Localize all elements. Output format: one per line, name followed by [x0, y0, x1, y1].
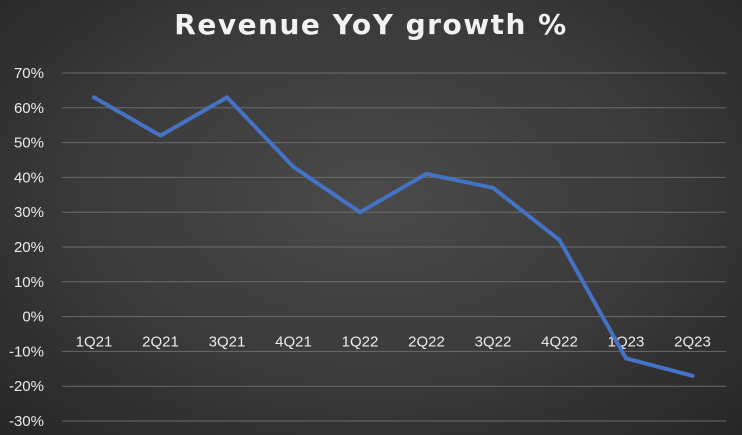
x-tick-label: 1Q22	[342, 334, 379, 351]
y-tick-label: -20%	[9, 378, 44, 395]
data-point	[358, 210, 362, 215]
data-point	[491, 185, 495, 190]
x-tick-label: 1Q23	[608, 334, 645, 351]
grid-lines	[62, 72, 726, 422]
x-tick-label: 4Q22	[541, 334, 578, 351]
data-point	[557, 238, 562, 243]
x-tick-label: 1Q21	[76, 334, 113, 351]
y-tick-label: -30%	[9, 413, 44, 430]
data-point	[225, 95, 229, 100]
x-axis-tick-labels: 1Q21 2Q21 3Q21 4Q21 1Q22 2Q22 3Q22 4Q22 1Q23 2Q23	[76, 334, 711, 351]
x-tick-label: 4Q21	[275, 334, 312, 351]
data-point	[424, 171, 429, 176]
y-tick-label: 0%	[22, 309, 44, 326]
data-point	[158, 133, 163, 138]
y-tick-label: 20%	[14, 239, 44, 256]
y-tick-label: 40%	[14, 169, 44, 186]
y-tick-label: 60%	[14, 100, 44, 117]
data-point	[624, 356, 628, 361]
y-tick-label: 50%	[14, 135, 44, 152]
x-tick-label: 3Q22	[475, 334, 512, 351]
y-tick-label: 10%	[14, 274, 44, 291]
y-axis-tick-labels: 70% 60% 50% 40% 30% 20% 10% 0% -10% -20% -30%	[9, 65, 44, 430]
x-tick-label: 2Q22	[408, 334, 445, 351]
x-tick-label: 3Q21	[209, 334, 246, 351]
series-layer	[92, 95, 695, 378]
series-line	[92, 95, 695, 378]
chart-title: Revenue YoY growth %	[174, 8, 568, 41]
data-point	[291, 164, 296, 169]
data-point	[690, 373, 695, 378]
data-point	[92, 95, 96, 100]
y-tick-label: -10%	[9, 343, 44, 360]
y-tick-label: 30%	[14, 204, 44, 221]
x-tick-label: 2Q21	[142, 334, 179, 351]
y-tick-label: 70%	[14, 65, 44, 82]
x-tick-label: 2Q23	[674, 334, 711, 351]
